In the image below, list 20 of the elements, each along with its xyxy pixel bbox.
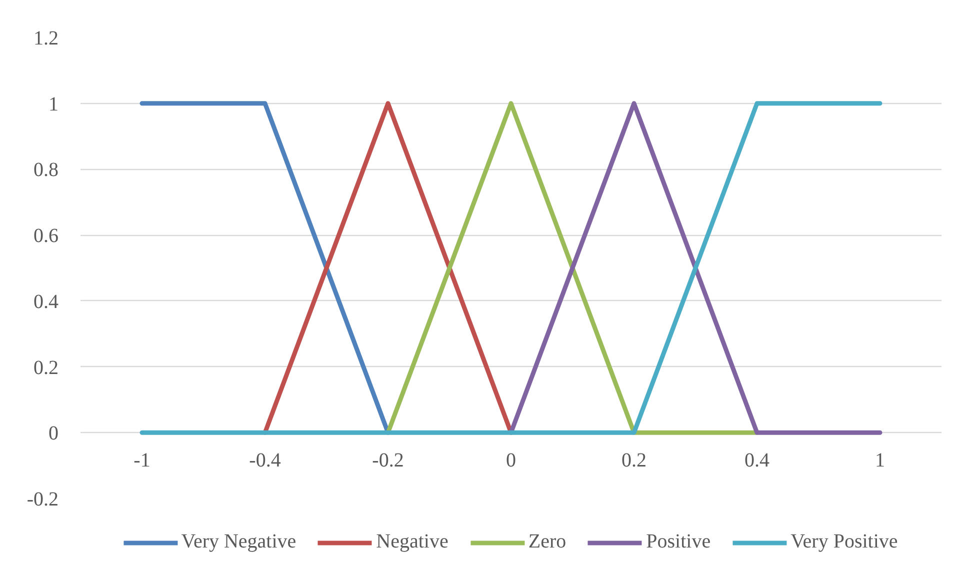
x-tick-label: -0.4	[249, 450, 281, 472]
y-tick-label: 0.2	[34, 356, 58, 379]
x-tick-label: 1	[875, 450, 885, 472]
x-tick-label: 0	[506, 450, 516, 472]
x-tick-label: -1	[134, 450, 150, 472]
y-tick-label: 0.8	[34, 159, 58, 182]
y-tick-label: 1.2	[34, 28, 58, 50]
y-tick-label: -0.2	[26, 488, 59, 510]
legend-label: Negative	[376, 530, 448, 554]
y-tick-label: 0	[48, 422, 58, 445]
y-tick-label: 0.4	[34, 290, 58, 313]
y-tick-label: 1	[48, 93, 58, 116]
x-tick-label: 0.4	[744, 450, 770, 472]
x-tick-label: 0.2	[622, 450, 646, 472]
y-tick-label: 0.6	[34, 225, 58, 248]
legend-label: Very Negative	[181, 530, 296, 554]
legend-label: Zero	[528, 530, 566, 554]
x-tick-label: -0.2	[372, 450, 404, 472]
legend-label: Very Positive	[790, 530, 898, 554]
legend-label: Positive	[646, 530, 711, 554]
